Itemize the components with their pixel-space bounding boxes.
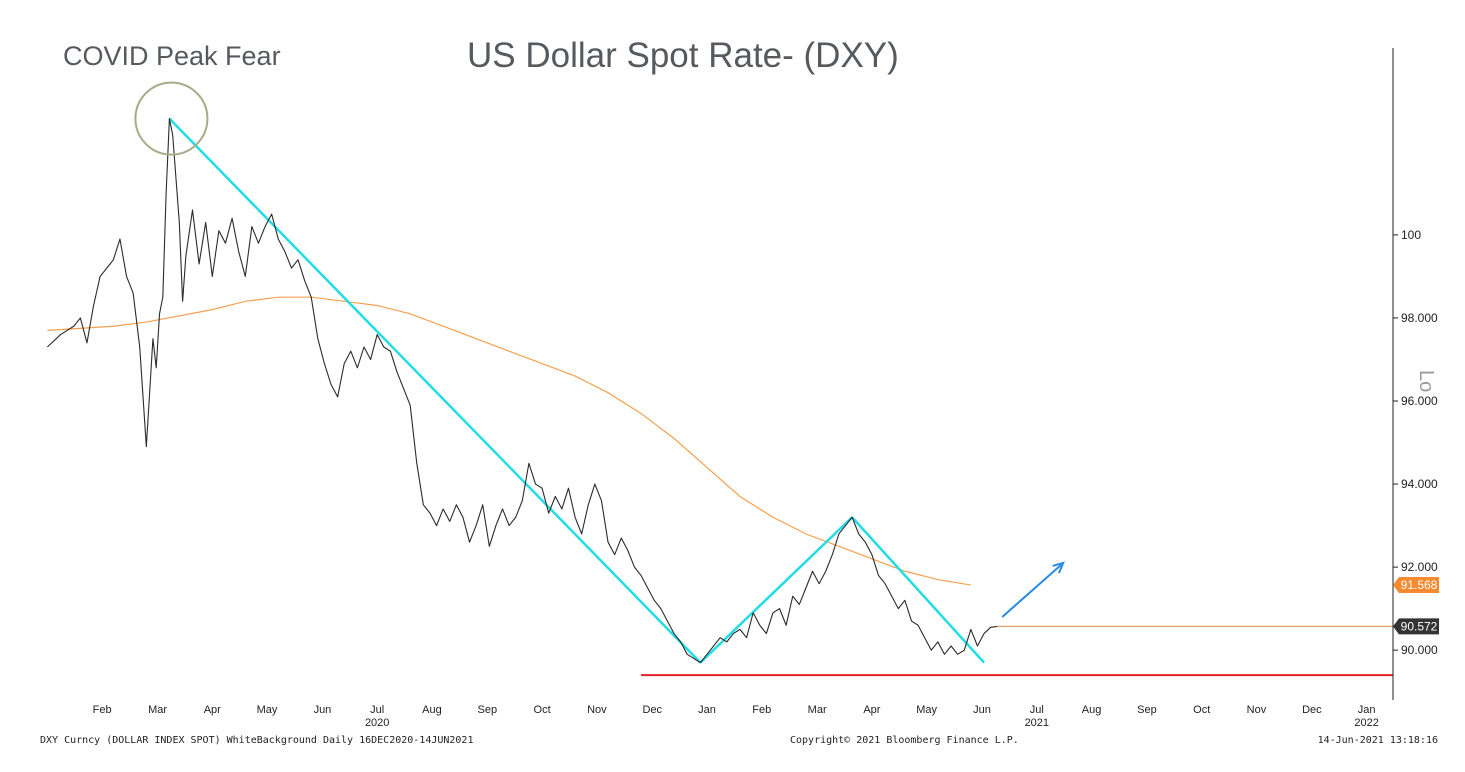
forecast-arrow [1001,562,1064,618]
trendline-down-2 [851,516,985,664]
x-tick-label: Apr [204,704,221,716]
y-axis: 100 98.000 96.000 94.000 92.000 90.000 [1393,228,1438,657]
footer-right: 14-Jun-2021 13:18:16 [1318,735,1438,746]
price-tag-label: 90.572 [1401,619,1438,633]
x-tick-label: Feb [752,704,771,716]
x-tick-label: May [916,704,937,716]
x-tick-label: Jul [370,704,384,716]
y-tick-label: 100 [1401,228,1421,242]
moving-average-layer [47,296,971,586]
x-tick-label: Mar [808,704,827,716]
covid-annotation: COVID Peak Fear [63,41,281,71]
x-year-label: 2021 [1025,717,1049,729]
x-year-label: 2022 [1354,717,1378,729]
trendline-up [699,516,853,664]
trendline-down-1 [168,117,702,664]
x-tick-label: Oct [1193,704,1210,716]
x-tick-label: Sep [1137,704,1157,716]
moving-average-line [47,296,971,586]
x-tick-label: Nov [587,704,607,716]
x-tick-label: Jun [973,704,991,716]
x-tick-label: Dec [642,704,662,716]
y-tick-label: 90.000 [1401,643,1438,657]
forecast-arrow-head [1052,561,1065,574]
x-tick-label: Apr [863,704,880,716]
y-tick-label: 92.000 [1401,560,1438,574]
x-tick-label: May [257,704,278,716]
x-tick-label: Sep [478,704,498,716]
x-tick-label: Jan [698,704,716,716]
x-tick-label: Oct [534,704,551,716]
footer-center: Copyright© 2021 Bloomberg Finance L.P. [790,735,1019,746]
x-axis: Feb Mar Apr May Jun Jul Aug Sep Oct Nov Dec Jan Feb M… [93,704,1379,729]
y-axis-side-label: Lo [1415,370,1437,392]
trendline-layer [168,117,985,664]
y-tick-label: 94.000 [1401,477,1438,491]
x-tick-label: Jun [314,704,332,716]
x-tick-label: Aug [422,704,442,716]
y-tick-label: 96.000 [1401,394,1438,408]
dxy-price-line [47,118,998,664]
x-year-label: 2020 [365,717,389,729]
overlay-layer [134,81,1393,677]
price-tag [1393,618,1439,635]
peak-fear-circle [134,81,209,156]
x-tick-label: Jan [1358,704,1376,716]
x-tick-label: Mar [148,704,167,716]
chart-title: US Dollar Spot Rate- (DXY) [467,36,899,75]
x-tick-label: Dec [1302,704,1322,716]
x-tick-label: Jul [1030,704,1044,716]
x-tick-label: Nov [1247,704,1267,716]
x-tick-label: Aug [1082,704,1102,716]
footer-left: DXY Curncy (DOLLAR INDEX SPOT) WhiteBack… [40,735,473,746]
x-tick-label: Feb [93,704,112,716]
y-tick-label: 98.000 [1401,311,1438,325]
price-tag [1393,577,1439,594]
price-layer [47,118,998,664]
price-tags: 91.568 90.572 [1393,577,1439,635]
price-tag-label: 91.568 [1401,578,1438,592]
